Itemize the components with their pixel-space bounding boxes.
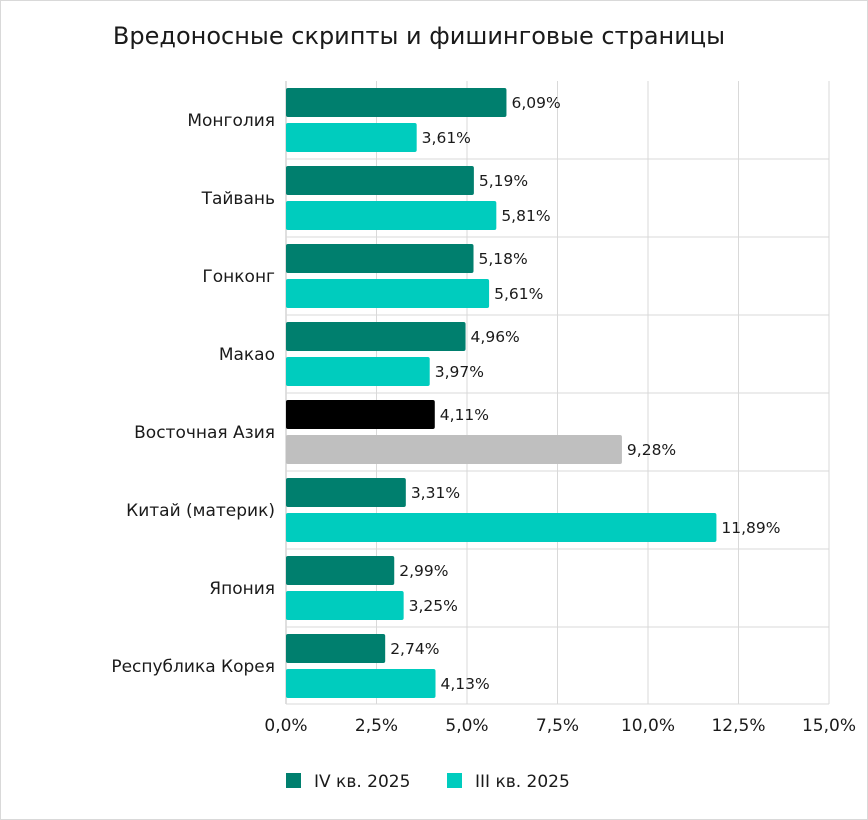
bar-q3-япония [286, 591, 404, 620]
data-label: 4,11% [440, 406, 489, 424]
x-tick-label: 2,5% [355, 716, 398, 736]
x-tick-label: 5,0% [445, 716, 488, 736]
data-label: 9,28% [627, 441, 676, 459]
bar-q4-монголия [286, 88, 507, 117]
data-label: 6,09% [511, 94, 560, 112]
chart-title: Вредоносные скрипты и фишинговые страниц… [113, 22, 725, 50]
x-tick-label: 15,0% [802, 716, 856, 736]
category-label-япония: Япония [209, 579, 275, 599]
data-label: 5,81% [501, 207, 550, 225]
data-label: 3,61% [422, 129, 471, 147]
data-label: 11,89% [721, 519, 780, 537]
data-label: 5,18% [479, 250, 528, 268]
category-label-гонконг: Гонконг [202, 267, 275, 287]
bars: 6,09% 3,61% 5,19% 5,81% 5,18% 5,61% 4,96% 3,97%… [286, 88, 781, 698]
category-label-республика-корея: Республика Корея [111, 657, 275, 677]
bar-q3-монголия [286, 123, 417, 152]
bar-q4-япония [286, 556, 395, 585]
legend: IV кв. 2025 III кв. 2025 [286, 772, 570, 792]
data-label: 3,97% [435, 363, 484, 381]
bar-q3-тайвань [286, 201, 497, 230]
x-tick-label: 10,0% [621, 716, 675, 736]
data-label: 5,19% [479, 172, 528, 190]
bar-q4-тайвань [286, 166, 474, 195]
x-tick-label: 12,5% [711, 716, 765, 736]
data-label: 2,99% [399, 562, 448, 580]
legend-label-q3: III кв. 2025 [475, 772, 570, 792]
category-label-макао: Макао [219, 345, 275, 365]
bar-q4-китай-материк [286, 478, 406, 507]
legend-swatch-q3 [447, 773, 462, 788]
bar-q3-гонконг [286, 279, 490, 308]
data-label: 3,25% [409, 597, 458, 615]
bar-q4-макао [286, 322, 466, 351]
data-label: 5,61% [494, 285, 543, 303]
x-tick-label: 7,5% [536, 716, 579, 736]
bar-q4-восточная-азия [286, 400, 435, 429]
x-axis-ticks: 0,0% 2,5% 5,0% 7,5% 10,0% 12,5% 15,0% [264, 716, 856, 736]
x-tick-label: 0,0% [264, 716, 307, 736]
data-label: 3,31% [411, 484, 460, 502]
legend-label-q4: IV кв. 2025 [314, 772, 410, 792]
grid-lines [285, 81, 830, 705]
legend-swatch-q4 [286, 773, 301, 788]
category-label-китай-материк: Китай (материк) [126, 501, 275, 521]
bar-q4-гонконг [286, 244, 474, 273]
data-label: 2,74% [390, 640, 439, 658]
bar-q3-макао [286, 357, 430, 386]
bar-q4-республика-корея [286, 634, 386, 663]
data-label: 4,13% [441, 675, 490, 693]
bar-q3-восточная-азия [286, 435, 622, 464]
bar-q3-китай-материк [286, 513, 717, 542]
category-labels: Монголия Тайвань Гонконг Макао Восточная Ази… [111, 111, 275, 677]
data-label: 4,96% [471, 328, 520, 346]
bar-q3-республика-корея [286, 669, 436, 698]
category-label-восточная-азия: Восточная Азия [134, 423, 275, 443]
category-label-монголия: Монголия [187, 111, 275, 131]
category-label-тайвань: Тайвань [201, 189, 275, 209]
